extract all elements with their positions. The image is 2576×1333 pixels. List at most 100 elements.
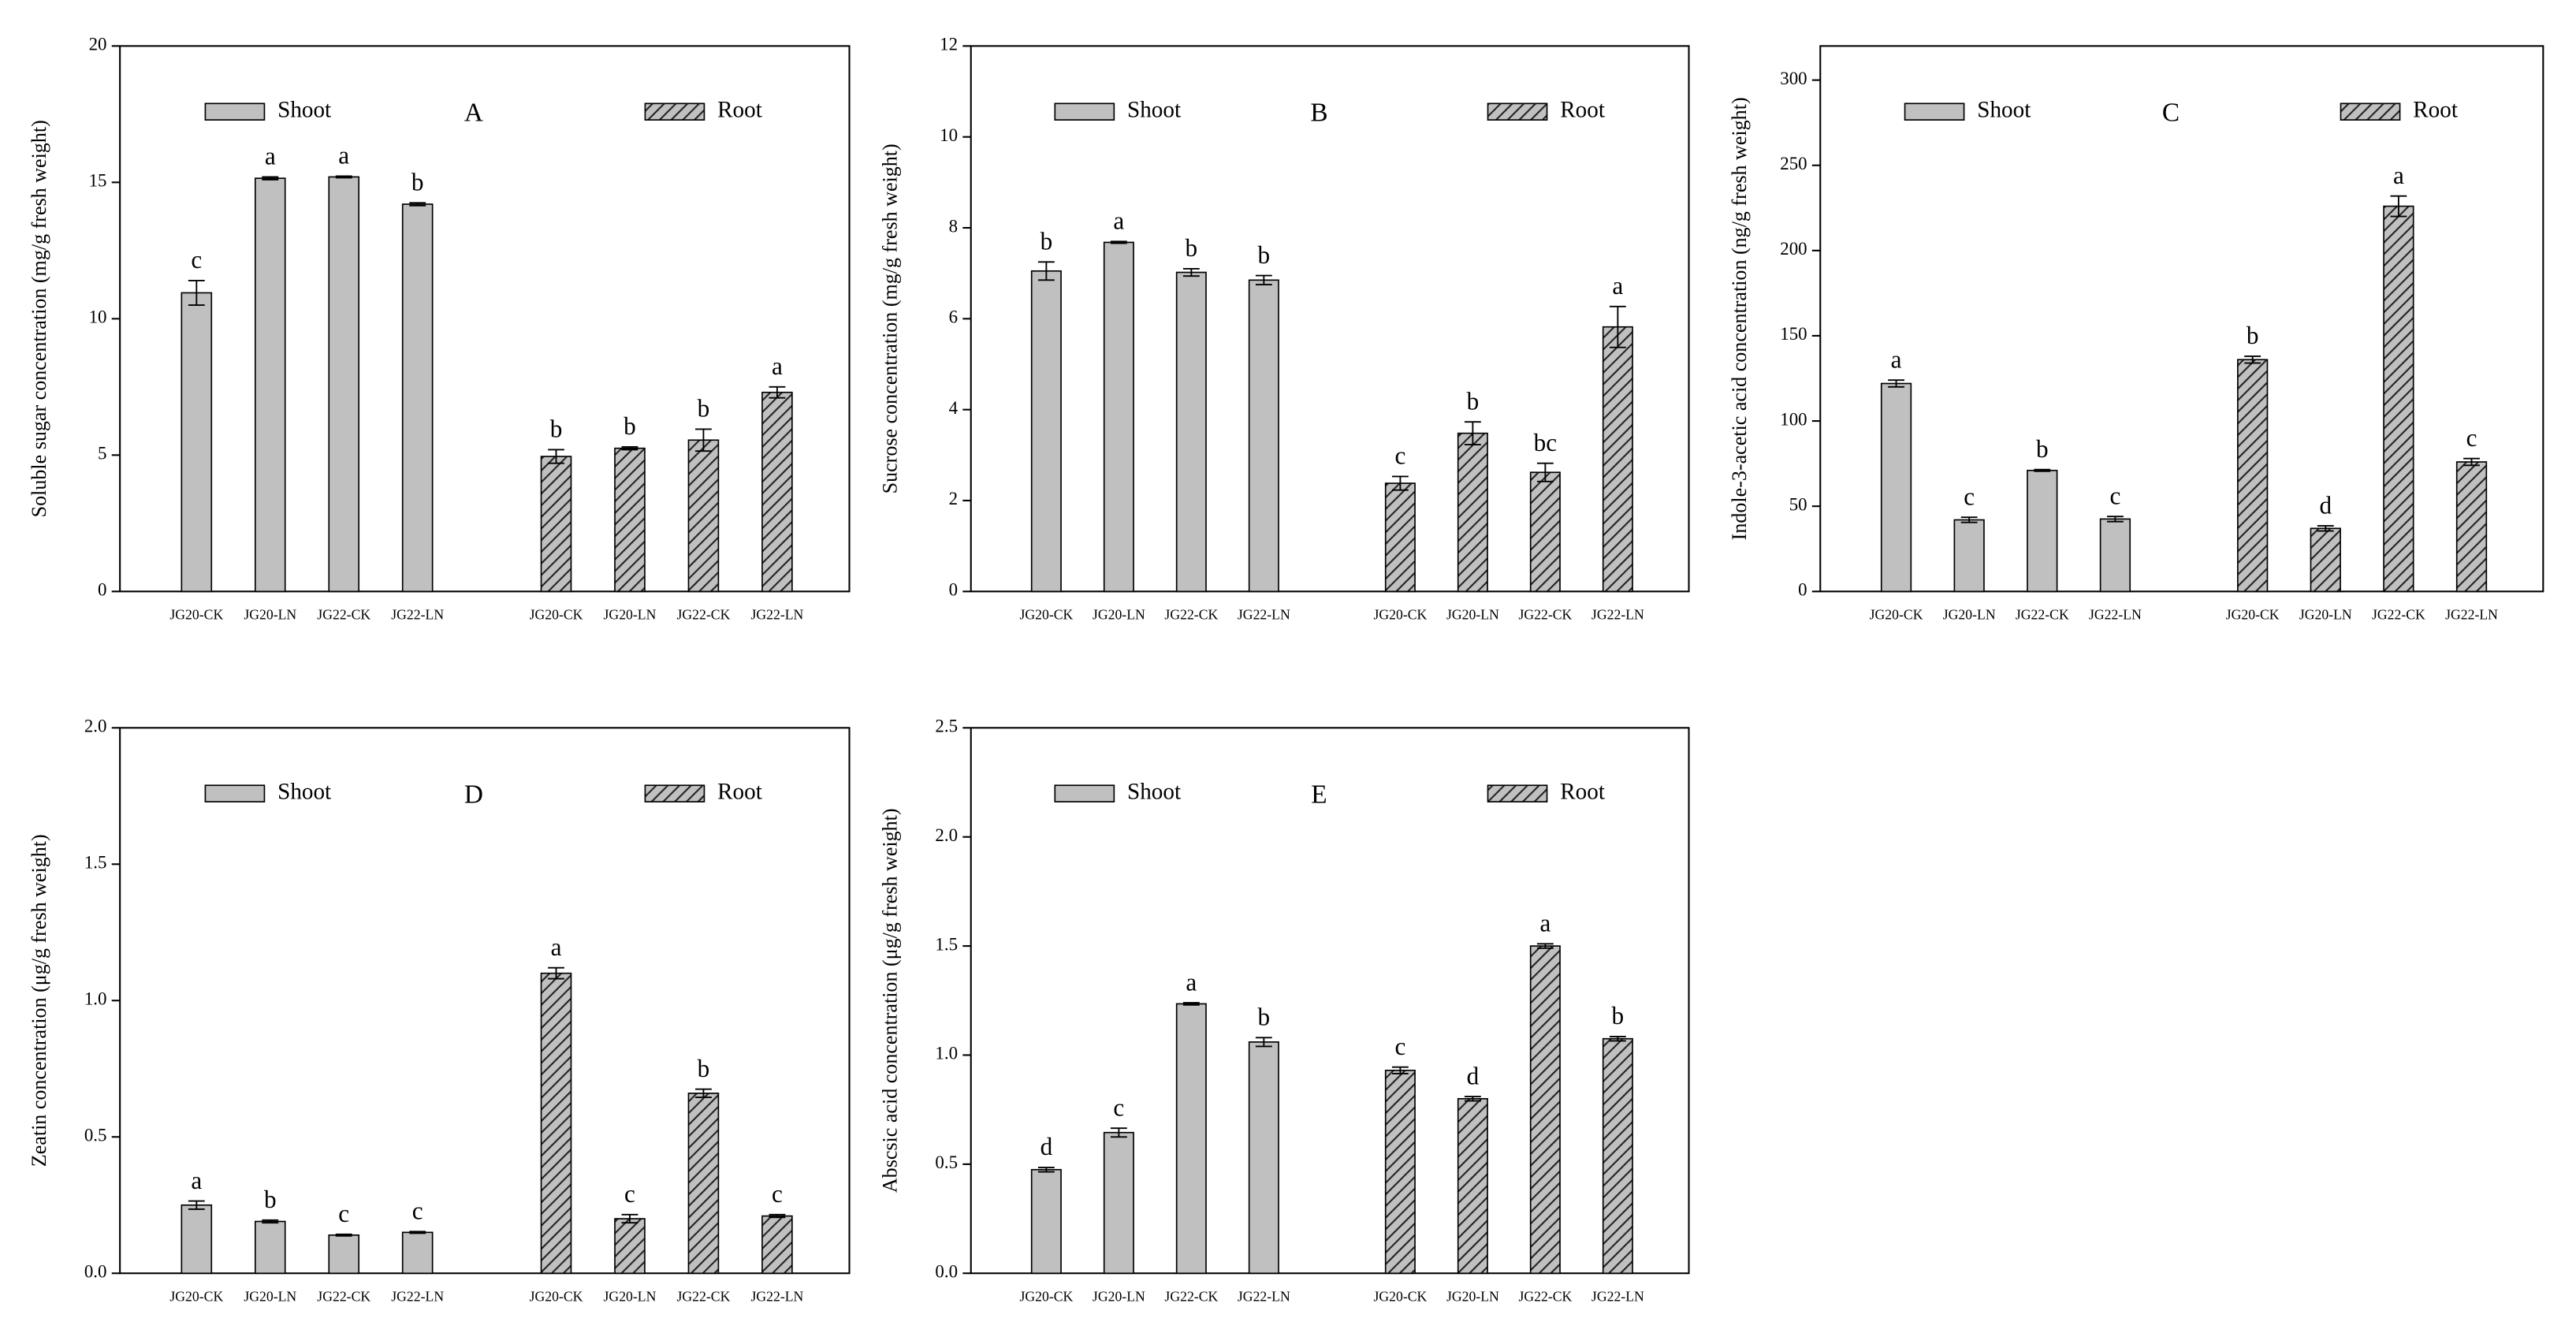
bar <box>761 1215 793 1275</box>
panel-label: A <box>464 99 483 128</box>
x-tick-label: JG20-LN <box>604 607 657 623</box>
significance-letter: c <box>338 1200 349 1227</box>
error-bar <box>1037 1167 1055 1173</box>
bar <box>614 1218 646 1275</box>
y-tick-label: 200 <box>1780 239 1807 259</box>
significance-letter: b <box>2247 322 2259 349</box>
significance-letter: d <box>2319 491 2332 519</box>
legend-label: Root <box>2413 97 2458 122</box>
significance-letter: b <box>1186 234 1198 262</box>
x-tick-label: JG22-LN <box>1238 1289 1290 1305</box>
legend-swatch <box>1904 102 1965 121</box>
bar <box>1103 1131 1134 1275</box>
y-tick-label: 0 <box>949 580 958 600</box>
error-bar <box>1391 1066 1409 1074</box>
x-tick-label: JG20-LN <box>1093 1289 1145 1305</box>
y-axis-label: Zeatin concentration (μg/g fresh weight) <box>28 834 50 1167</box>
error-bar <box>769 385 786 399</box>
bar <box>761 391 793 593</box>
x-tick-label: JG20-CK <box>1373 607 1427 623</box>
error-bar <box>262 1219 279 1224</box>
bar <box>254 177 286 593</box>
y-tick-label: 2.5 <box>935 717 958 736</box>
error-bar <box>2244 355 2261 364</box>
x-tick-label: JG20-LN <box>244 607 296 623</box>
plot-frame <box>1819 45 2544 593</box>
significance-letter: b <box>264 1186 277 1213</box>
y-tick-label: 0.5 <box>935 1152 958 1172</box>
y-tick-label: 4 <box>949 398 959 418</box>
x-tick-label: JG20-LN <box>1446 607 1499 623</box>
bar <box>181 1204 213 1275</box>
legend-swatch <box>204 784 266 802</box>
x-tick-label: JG20-LN <box>1943 607 1996 623</box>
x-tick-label: JG20-CK <box>530 607 583 623</box>
bar <box>1384 1070 1416 1275</box>
legend-label: Shoot <box>277 779 331 804</box>
significance-letter: bc <box>1534 429 1558 456</box>
bar <box>2455 461 2488 593</box>
bar <box>2383 205 2414 593</box>
error-bar <box>2390 195 2407 218</box>
error-bar <box>1960 516 1978 523</box>
significance-letter: b <box>1258 241 1271 269</box>
plot-frame <box>970 727 1690 1275</box>
error-bar <box>1110 240 1127 244</box>
y-tick-label: 2.0 <box>84 717 107 736</box>
panel-label: B <box>1310 99 1327 128</box>
error-bar <box>1255 1037 1272 1048</box>
error-bar <box>1391 475 1409 491</box>
error-bar <box>1536 462 1554 482</box>
significance-letter: c <box>772 1180 783 1208</box>
legend-swatch <box>1487 784 1548 802</box>
significance-letter: c <box>2109 482 2120 509</box>
significance-letter: c <box>1394 442 1405 470</box>
x-tick-label: JG22-LN <box>1238 607 1290 623</box>
significance-letter: b <box>1612 1002 1625 1030</box>
significance-letter: b <box>1467 387 1480 415</box>
significance-letter: b <box>411 169 424 196</box>
x-tick-label: JG22-LN <box>391 607 444 623</box>
bar <box>1602 326 1633 593</box>
x-tick-label: JG20-LN <box>1446 1289 1499 1305</box>
x-tick-label: JG22-CK <box>317 607 370 623</box>
significance-letter: a <box>1612 272 1623 300</box>
legend-label: Root <box>717 779 762 804</box>
x-tick-label: JG22-LN <box>750 1289 803 1305</box>
y-tick-label: 8 <box>949 216 958 236</box>
y-tick-label: 2 <box>949 489 958 508</box>
error-bar <box>1536 943 1554 949</box>
y-tick-label: 6 <box>949 307 958 327</box>
bar <box>401 203 434 593</box>
bar <box>614 447 646 593</box>
y-tick-label: 5 <box>98 444 106 464</box>
significance-letter: b <box>1040 227 1053 255</box>
bar <box>540 972 572 1275</box>
x-tick-label: JG22-LN <box>2445 607 2498 623</box>
x-tick-label: JG20-CK <box>2226 607 2280 623</box>
legend-swatch <box>2340 102 2401 121</box>
significance-letter: d <box>1040 1133 1053 1160</box>
bar <box>254 1220 286 1275</box>
y-tick-label: 0 <box>98 580 106 600</box>
significance-letter: b <box>1258 1003 1271 1031</box>
bar <box>540 456 572 593</box>
x-tick-label: JG22-CK <box>1518 1289 1572 1305</box>
legend-swatch <box>644 102 705 121</box>
x-tick-label: JG22-CK <box>1518 607 1572 623</box>
x-tick-label: JG20-CK <box>1870 607 1923 623</box>
legend-swatch <box>644 784 705 802</box>
x-tick-label: JG20-CK <box>1373 1289 1427 1305</box>
y-tick-label: 10 <box>89 307 107 327</box>
significance-letter: c <box>2466 424 2477 452</box>
x-tick-label: JG22-CK <box>2016 607 2069 623</box>
y-tick-label: 1.5 <box>935 934 958 954</box>
error-bar <box>548 449 564 464</box>
bar <box>1248 1041 1279 1275</box>
bar <box>1457 1097 1488 1275</box>
error-bar <box>2317 525 2334 532</box>
significance-letter: a <box>772 352 783 380</box>
y-tick-label: 1.0 <box>84 989 107 1009</box>
y-tick-label: 100 <box>1780 409 1807 429</box>
x-tick-label: JG20-LN <box>244 1289 296 1305</box>
